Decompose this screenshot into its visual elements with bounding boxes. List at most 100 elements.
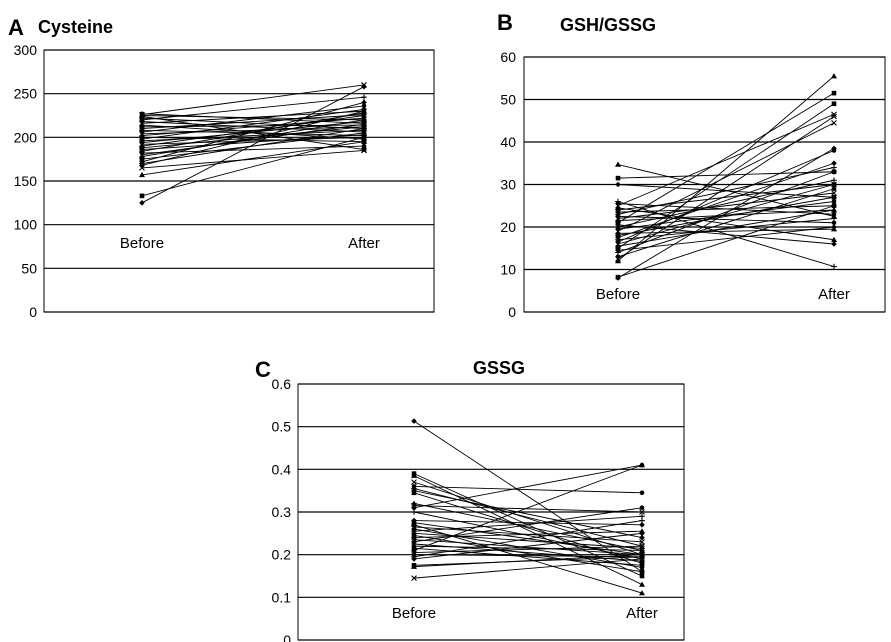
series-line <box>141 108 365 140</box>
data-point <box>831 207 837 213</box>
plot-area-frame <box>297 383 685 641</box>
series-line <box>141 124 365 140</box>
series-line <box>617 164 835 217</box>
series-line <box>617 171 835 253</box>
data-point <box>139 193 145 199</box>
series-line <box>413 505 643 513</box>
data-point <box>139 200 145 206</box>
data-point <box>361 143 367 149</box>
category-label: After <box>348 235 380 252</box>
data-point <box>639 590 645 596</box>
data-point <box>411 509 417 515</box>
y-tick-label: 0.1 <box>272 589 292 605</box>
data-point <box>831 199 837 204</box>
series-line <box>413 520 643 526</box>
data-point <box>831 236 837 242</box>
category-label: Before <box>120 235 164 252</box>
series-line <box>617 171 835 179</box>
series-line <box>617 228 835 234</box>
data-point <box>639 517 645 524</box>
data-point <box>831 182 837 187</box>
category-label: After <box>818 286 850 303</box>
data-point <box>639 522 645 528</box>
data-point <box>615 258 621 264</box>
series-line <box>617 203 835 215</box>
series-line <box>141 136 365 145</box>
data-point <box>639 505 645 511</box>
series-line <box>141 145 365 154</box>
data-point <box>139 143 145 149</box>
series-line <box>617 226 835 251</box>
series-line <box>413 515 643 532</box>
series-line <box>141 126 365 135</box>
series-line <box>141 124 365 128</box>
data-point <box>139 171 145 178</box>
series-line <box>413 503 643 551</box>
panel-b: B GSH/GSSG 0 10 20 30 40 50 60 Before After <box>497 10 886 320</box>
data-point <box>639 547 645 554</box>
series-line <box>413 545 643 551</box>
series-line <box>617 184 835 245</box>
series-line <box>413 490 643 539</box>
series-line <box>413 464 643 509</box>
data-point <box>639 556 645 562</box>
data-point <box>831 148 837 153</box>
data-point <box>361 108 367 115</box>
y-tick-label: 0.5 <box>272 419 292 435</box>
data-point <box>831 186 837 192</box>
series-line <box>617 113 835 207</box>
series-line <box>413 535 643 573</box>
data-point <box>831 220 837 226</box>
data-point <box>615 161 621 167</box>
data-point <box>831 101 837 107</box>
series-line <box>141 113 365 124</box>
series-line <box>617 205 835 278</box>
data-point <box>831 194 837 201</box>
y-tick-label: 10 <box>500 262 516 278</box>
data-point <box>639 563 645 568</box>
category-label: Before <box>392 605 436 622</box>
series-line <box>141 121 365 133</box>
data-point <box>139 122 145 128</box>
data-point <box>831 263 837 270</box>
data-point <box>831 177 837 184</box>
data-point <box>831 190 837 196</box>
y-tick-label: 150 <box>14 173 38 189</box>
panel-b-letter: B <box>497 10 513 35</box>
y-tick-label: 40 <box>500 134 516 150</box>
data-point <box>615 204 621 211</box>
plot-area-frame <box>523 56 886 313</box>
data-point <box>361 94 367 100</box>
data-point <box>831 164 837 171</box>
series-line <box>617 147 835 279</box>
series-line <box>413 554 643 568</box>
data-point <box>139 156 145 162</box>
panel-a-title: Cysteine <box>38 17 113 37</box>
data-point <box>615 175 621 181</box>
series-line <box>413 464 643 551</box>
data-point <box>411 490 417 496</box>
series-line <box>141 117 365 130</box>
data-point <box>639 490 645 496</box>
series-line <box>141 84 365 116</box>
data-point <box>411 472 417 478</box>
series-line <box>617 201 835 267</box>
series-line <box>141 136 365 143</box>
series-line <box>413 420 643 573</box>
data-point <box>411 505 417 511</box>
data-point <box>831 119 837 126</box>
plot-area-frame <box>43 49 435 313</box>
panel-c: C GSSG 0 0.1 0.2 0.3 0.4 0.5 0.6 Before After <box>255 357 685 642</box>
y-tick-label: 200 <box>14 129 38 145</box>
data-point <box>615 217 621 223</box>
series-line <box>141 115 365 121</box>
data-point <box>615 198 621 205</box>
data-point <box>639 538 645 545</box>
data-point <box>361 139 367 144</box>
y-tick-label: 60 <box>500 49 516 65</box>
data-point <box>639 551 645 557</box>
data-point <box>831 169 837 175</box>
data-point <box>411 563 417 569</box>
series-line <box>141 115 365 151</box>
